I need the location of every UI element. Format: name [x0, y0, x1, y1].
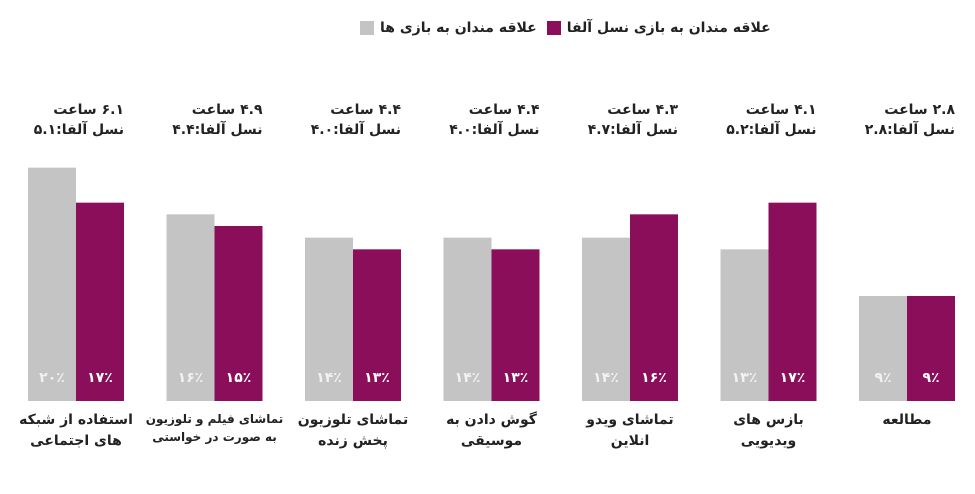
category-alpha-value: نسل آلفا:۴.۰	[449, 122, 540, 139]
category-alpha-value: نسل آلفا:۴.۰	[310, 122, 401, 139]
bar-value-gamers-3: ۱۴٪	[454, 370, 481, 386]
category-hours-3: ۴.۴ ساعت نسل آلفا:۴.۰	[410, 100, 540, 141]
category-hours-0: ۶.۱ ساعت نسل آلفا:۵.۱	[0, 100, 124, 141]
bar-value-gamers-6: ۹٪	[874, 370, 892, 386]
bar-value-gamers-2: ۱۴٪	[316, 370, 342, 386]
bar-value-alpha-1: ۱۵٪	[225, 370, 252, 386]
category-alpha-value: نسل آلفا:۴.۴	[172, 122, 263, 139]
legend-swatch-gamers	[360, 21, 374, 35]
bar-gamers-3	[443, 237, 492, 401]
bar-alpha-4	[630, 214, 678, 401]
bar-value-gamers-0: ۲۰٪	[39, 370, 65, 386]
category-hours-value: ۴.۴ ساعت	[468, 102, 540, 118]
bar-value-gamers-4: ۱۴٪	[593, 370, 619, 386]
x-label-line: موسیقی	[460, 433, 523, 449]
category-alpha-value: نسل آلفا:۲.۸	[864, 122, 955, 139]
bar-alpha-3	[491, 249, 540, 401]
x-label-line: استفاده از شبکه	[19, 412, 133, 428]
bar-value-alpha-5: ۱۷٪	[779, 370, 806, 386]
legend-item-gamers: علاقه مندان به بازی ها	[360, 20, 537, 36]
bar-gamers-0	[28, 167, 76, 401]
legend-item-alpha: علاقه مندان به بازی نسل آلفا	[546, 20, 771, 36]
category-alpha-value: نسل آلفا:۵.۱	[33, 122, 124, 139]
x-label-line: به صورت در خواستی	[152, 430, 277, 444]
legend-label-alpha: علاقه مندان به بازی نسل آلفا	[566, 20, 771, 36]
bar-value-alpha-6: ۹٪	[922, 370, 940, 386]
category-hours-1: ۴.۹ ساعت نسل آلفا:۴.۴	[133, 100, 263, 141]
bar-gamers-1	[166, 214, 215, 401]
category-alpha-value: نسل آلفا:۵.۲	[726, 122, 817, 139]
bar-alpha-2	[353, 249, 401, 401]
legend: علاقه مندان به بازی ها علاقه مندان به با…	[360, 20, 780, 36]
bar-gamers-5	[720, 249, 769, 401]
bar-value-alpha-0: ۱۷٪	[87, 370, 113, 386]
x-label-line: ویدیویی	[740, 433, 797, 449]
x-label-line: تماشای فیلم و تلوزیون	[145, 412, 284, 426]
x-label-0: استفاده از شبکه های اجتماعی	[6, 410, 146, 452]
category-hours-6: ۲.۸ ساعت نسل آلفا:۲.۸	[825, 100, 955, 141]
x-label-5: بازس های ویدیویی	[699, 410, 839, 452]
category-hours-5: ۴.۱ ساعت نسل آلفا:۵.۲	[687, 100, 817, 141]
category-alpha-value: نسل آلفا:۴.۷	[587, 122, 678, 139]
legend-label-gamers: علاقه مندان به بازی ها	[380, 20, 537, 36]
x-label-line: بازس های	[733, 412, 804, 428]
bar-value-alpha-2: ۱۳٪	[364, 370, 390, 386]
x-label-line: های اجتماعی	[30, 433, 122, 449]
category-hours-value: ۴.۹ ساعت	[191, 102, 263, 118]
bar-gamers-6	[859, 296, 907, 401]
category-hours-2: ۴.۴ ساعت نسل آلفا:۴.۰	[271, 100, 401, 141]
bar-value-alpha-3: ۱۳٪	[502, 370, 529, 386]
x-label-1: تماشای فیلم و تلوزیون به صورت در خواستی	[145, 410, 285, 446]
x-label-3: گوش دادن به موسیقی	[422, 410, 562, 452]
x-label-line: انلاین	[610, 433, 650, 449]
bar-value-alpha-4: ۱۶٪	[641, 370, 667, 386]
x-label-line: تماشای ویدو	[586, 412, 674, 428]
bar-gamers-2	[305, 237, 353, 401]
category-hours-value: ۶.۱ ساعت	[53, 102, 124, 118]
bar-gamers-4	[582, 237, 630, 401]
category-hours-value: ۴.۴ ساعت	[330, 102, 401, 118]
bar-alpha-6	[907, 296, 955, 401]
x-label-4: تماشای ویدو انلاین	[560, 410, 700, 452]
category-hours-value: ۲.۸ ساعت	[884, 102, 955, 118]
bar-alpha-1	[214, 226, 263, 401]
x-label-line: تماشای تلوزیون	[297, 412, 409, 428]
x-label-line: پخش زنده	[318, 433, 388, 449]
bar-value-gamers-5: ۱۳٪	[731, 370, 758, 386]
bar-value-gamers-1: ۱۶٪	[177, 370, 204, 386]
bar-alpha-0	[76, 202, 124, 401]
category-hours-value: ۴.۱ ساعت	[745, 102, 817, 118]
bar-alpha-5	[768, 202, 817, 401]
category-hours-value: ۴.۳ ساعت	[607, 102, 678, 118]
x-label-line: گوش دادن به	[446, 412, 537, 428]
x-label-2: تماشای تلوزیون پخش زنده	[283, 410, 423, 452]
legend-swatch-alpha	[546, 21, 561, 35]
x-label-line: مطالعه	[882, 412, 932, 428]
x-label-6: مطالعه	[837, 410, 975, 431]
category-hours-4: ۴.۳ ساعت نسل آلفا:۴.۷	[548, 100, 678, 141]
